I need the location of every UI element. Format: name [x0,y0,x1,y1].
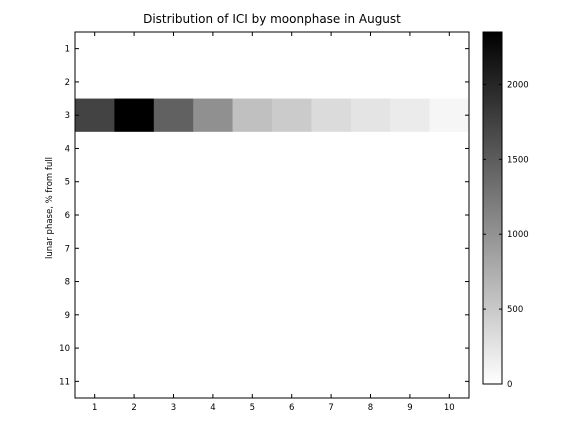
heatmap-cell [272,98,312,132]
y-tick-label: 6 [65,211,70,221]
x-tick-label: 10 [444,403,455,413]
heatmap-cell [75,98,115,132]
heatmap-cell [429,98,470,132]
colorbar-tick-label: 1000 [507,230,529,240]
x-tick-label: 4 [210,403,215,413]
y-tick-label: 11 [59,377,70,387]
x-tick-label: 5 [250,403,255,413]
y-tick-label: 5 [65,178,70,188]
plot-area: 1 2 3 4 5 6 7 8 9 10 1 2 3 4 5 6 7 8 9 10 11 [59,31,470,413]
colorbar-tick-label: 0 [507,380,512,390]
heatmap-cell [153,98,194,132]
heatmap-cell [350,98,391,132]
y-axis-label: lunar phase, % from full [45,157,55,259]
y-tick-label: 10 [59,344,70,354]
colorbar-frame [482,31,503,385]
heatmap-cell [232,98,273,132]
y-tick-label: 4 [65,144,70,154]
x-tick-label: 2 [131,403,136,413]
x-tick-label: 1 [92,403,97,413]
heatmap-cell [311,98,352,132]
y-tick-label: 3 [65,111,70,121]
y-tick-label: 8 [65,278,70,288]
colorbar-tick-label: 500 [507,305,523,315]
x-tick-label: 9 [407,403,412,413]
chart-title: Distribution of ICI by moonphase in Augu… [143,12,401,26]
colorbar-tick-label: 2000 [507,80,529,90]
plot-background [75,32,469,398]
y-tick-label: 9 [65,311,70,321]
heatmap-cell [390,98,430,132]
colorbar-tick-label: 1500 [507,155,529,165]
x-tick-label: 3 [171,403,176,413]
x-tick-label: 6 [289,403,294,413]
colorbar: 0 500 1000 1500 2000 [482,31,529,390]
x-tick-label: 7 [328,403,333,413]
y-tick-label: 2 [65,78,70,88]
y-tick-label: 1 [65,45,70,55]
heatmap-cell [114,98,155,132]
heatmap-cell [193,98,233,132]
y-tick-label: 7 [65,244,70,254]
colorbar-gradient [483,32,502,384]
x-tick-label: 8 [368,403,373,413]
